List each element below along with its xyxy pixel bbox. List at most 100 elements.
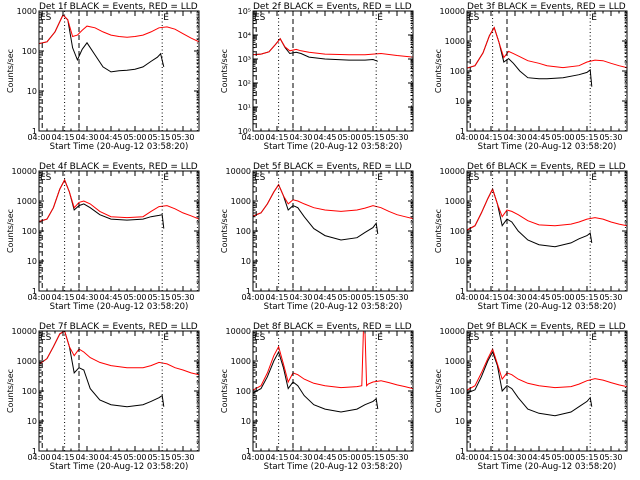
y-tick-label: 10⁵ — [238, 7, 251, 16]
x-tick-label: 04:30 — [75, 133, 98, 142]
x-tick-label: 05:00 — [337, 133, 360, 142]
plot-frame — [252, 10, 414, 132]
x-axis-label: Start Time (20-Aug-12 03:58:20) — [478, 302, 617, 312]
marker-label: ES — [468, 13, 480, 23]
y-tick-label: 1 — [246, 287, 251, 296]
y-tick-label: 10 — [27, 87, 37, 96]
x-tick-label: 04:15 — [265, 293, 288, 302]
x-axis-label: Start Time (20-Aug-12 03:58:20) — [50, 302, 189, 312]
plot-frame — [466, 10, 628, 132]
y-tick-label: 1 — [460, 127, 465, 136]
series-line-events — [39, 178, 165, 229]
x-tick-label: 04:30 — [289, 453, 312, 462]
x-tick-label: 04:45 — [527, 293, 550, 302]
panel-title: Det 5f BLACK = Events, RED = LLD — [253, 162, 412, 172]
series-line-lld — [39, 14, 199, 45]
y-tick-label: 10 — [455, 417, 465, 426]
y-tick-label: 100 — [236, 387, 251, 396]
y-axis-label: Counts/sec — [220, 369, 229, 413]
y-tick-label: 10000 — [12, 327, 37, 336]
x-tick-label: 05:00 — [123, 133, 146, 142]
x-axis-label: Start Time (20-Aug-12 03:58:20) — [264, 302, 403, 312]
panel-title: Det 6f BLACK = Events, RED = LLD — [467, 162, 626, 172]
y-tick-label: 1000 — [445, 357, 465, 366]
y-tick-label: 1 — [32, 127, 37, 136]
series-line-lld — [253, 183, 413, 220]
x-tick-label: 04:30 — [75, 453, 98, 462]
x-tick-label: 04:00 — [455, 133, 478, 142]
plot-frame — [38, 170, 200, 292]
series-line-events — [467, 350, 593, 417]
x-tick-label: 05:15 — [147, 293, 170, 302]
y-axis-label: Counts/sec — [6, 369, 15, 413]
x-axis-label: Start Time (20-Aug-12 03:58:20) — [50, 462, 189, 472]
series-line-lld — [39, 178, 199, 223]
plot-frame — [466, 170, 628, 292]
y-tick-label: 100 — [450, 227, 465, 236]
x-tick-label: 04:45 — [527, 453, 550, 462]
y-tick-label: 1000 — [445, 197, 465, 206]
marker-label: E — [163, 173, 169, 183]
y-tick-label: 10 — [455, 257, 465, 266]
y-tick-label: 10³ — [238, 55, 251, 64]
marker-label: E — [377, 13, 383, 23]
y-tick-label: 10⁴ — [238, 31, 251, 40]
y-axis-label: Counts/sec — [434, 369, 443, 413]
x-tick-label: 04:30 — [503, 453, 526, 462]
y-tick-label: 1 — [32, 287, 37, 296]
x-tick-label: 04:15 — [51, 453, 74, 462]
panel-title: Det 2f BLACK = Events, RED = LLD — [253, 2, 412, 12]
y-axis-label: Counts/sec — [434, 49, 443, 93]
x-tick-label: 05:00 — [551, 133, 574, 142]
y-tick-label: 10000 — [440, 167, 465, 176]
x-tick-label: 05:30 — [599, 293, 622, 302]
y-tick-label: 10⁰ — [238, 127, 251, 136]
series-line-events — [467, 26, 593, 87]
marker-label: ES — [468, 333, 480, 343]
x-tick-label: 05:30 — [599, 453, 622, 462]
y-tick-label: 10 — [27, 257, 37, 266]
y-tick-label: 100 — [236, 227, 251, 236]
x-tick-label: 05:15 — [575, 453, 598, 462]
series-line-events — [253, 350, 379, 413]
x-tick-label: 05:30 — [385, 133, 408, 142]
y-tick-label: 1000 — [231, 197, 251, 206]
panel-title: Det 7f BLACK = Events, RED = LLD — [39, 322, 198, 332]
x-axis-label: Start Time (20-Aug-12 03:58:20) — [50, 142, 189, 152]
y-tick-label: 10 — [27, 417, 37, 426]
x-tick-label: 04:30 — [289, 293, 312, 302]
y-axis-label: Counts/sec — [220, 49, 229, 93]
series-line-events — [467, 187, 593, 248]
x-tick-label: 05:00 — [551, 453, 574, 462]
x-tick-label: 04:30 — [503, 293, 526, 302]
marker-label: ES — [468, 173, 480, 183]
x-tick-label: 05:00 — [123, 453, 146, 462]
x-tick-label: 04:45 — [99, 293, 122, 302]
x-tick-label: 04:45 — [313, 133, 336, 142]
x-tick-label: 04:15 — [265, 453, 288, 462]
x-tick-label: 05:15 — [575, 133, 598, 142]
y-tick-label: 1000 — [445, 37, 465, 46]
y-tick-label: 10² — [238, 79, 251, 88]
plot-frame — [38, 330, 200, 452]
marker-label: ES — [40, 333, 52, 343]
x-tick-label: 05:15 — [147, 453, 170, 462]
x-tick-label: 04:15 — [51, 133, 74, 142]
series-line-events — [253, 183, 379, 241]
y-axis-label: Counts/sec — [434, 209, 443, 253]
x-tick-label: 04:45 — [527, 133, 550, 142]
y-tick-label: 10 — [455, 97, 465, 106]
x-axis-label: Start Time (20-Aug-12 03:58:20) — [264, 142, 403, 152]
y-tick-label: 100 — [22, 47, 37, 56]
series-line-lld — [253, 37, 413, 58]
x-tick-label: 05:30 — [171, 453, 194, 462]
x-tick-label: 05:00 — [337, 293, 360, 302]
x-axis-label: Start Time (20-Aug-12 03:58:20) — [478, 142, 617, 152]
x-tick-label: 05:30 — [599, 133, 622, 142]
x-axis-label: Start Time (20-Aug-12 03:58:20) — [478, 462, 617, 472]
plot-frame — [252, 170, 414, 292]
